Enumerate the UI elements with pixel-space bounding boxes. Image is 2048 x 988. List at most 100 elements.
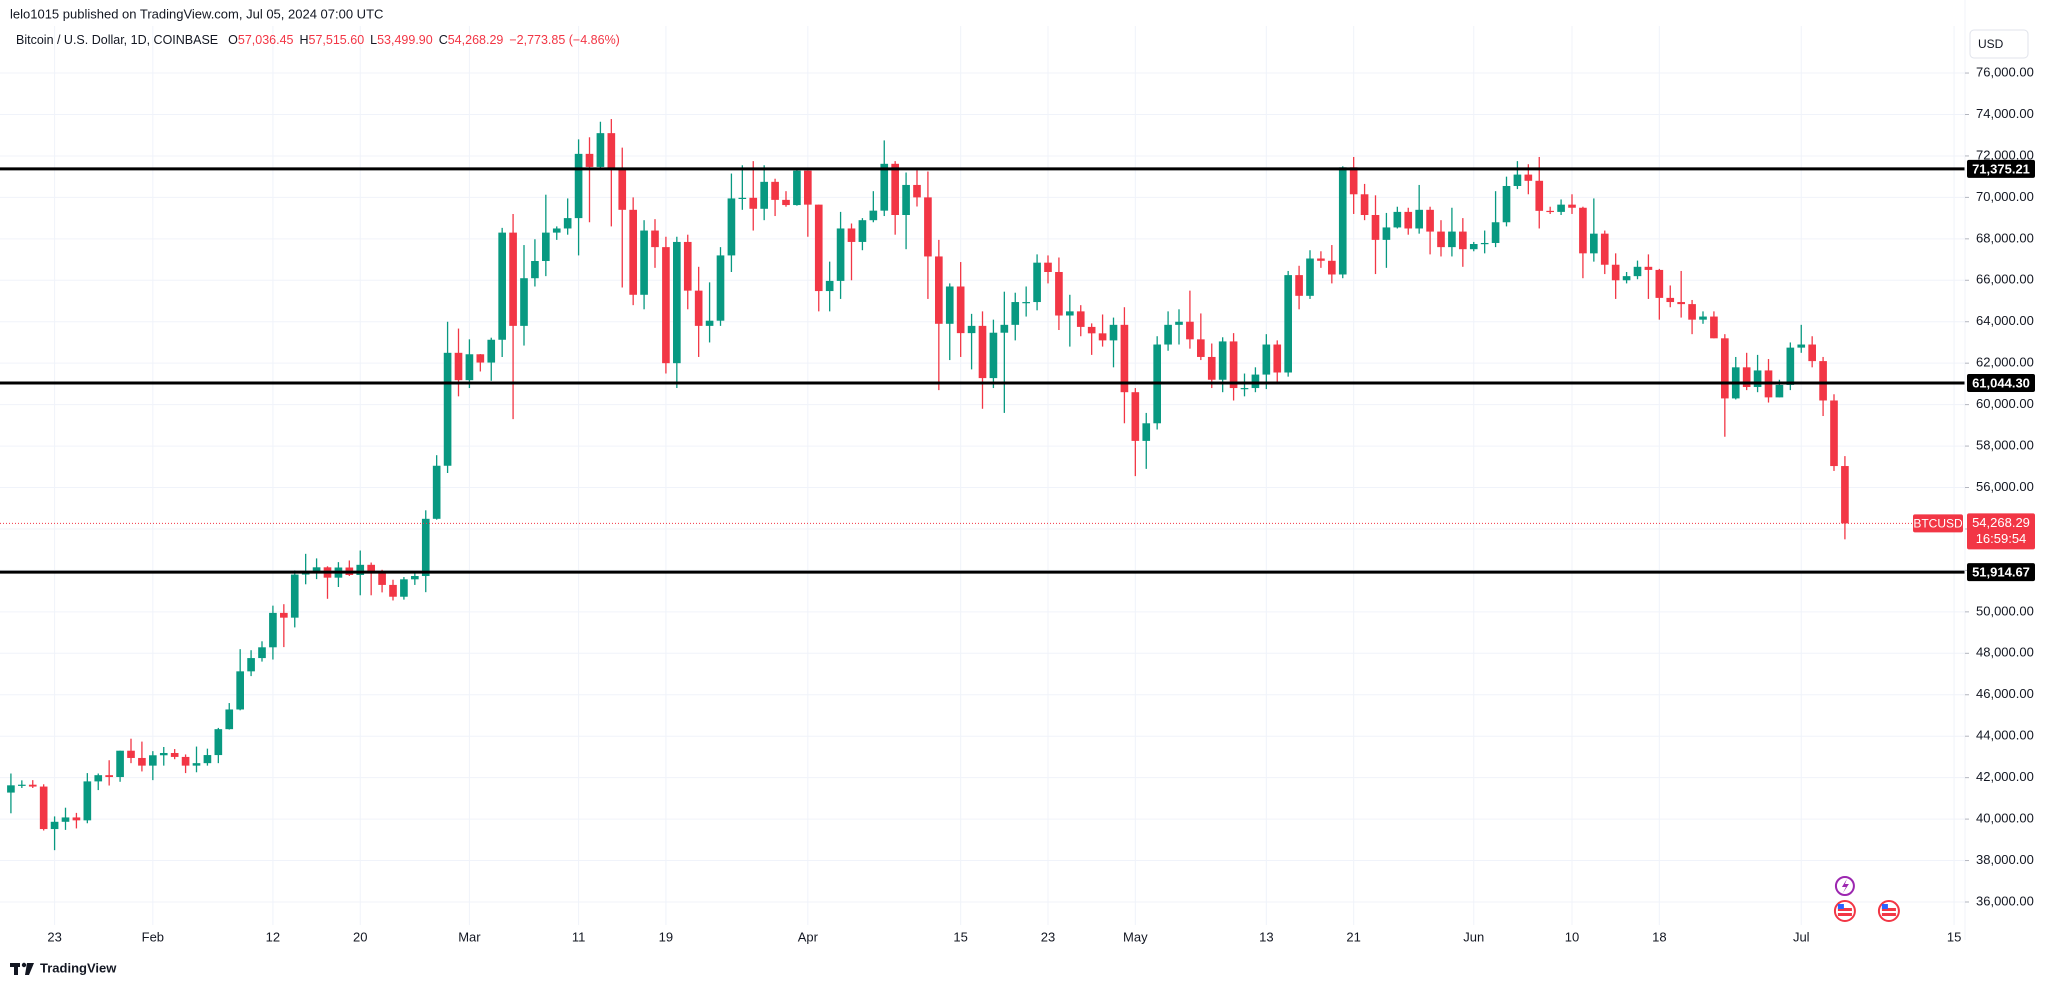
candle-body: [1710, 316, 1718, 339]
candle-body: [935, 256, 943, 324]
candle-body: [1131, 392, 1140, 441]
candle-body: [1753, 370, 1762, 388]
candle-body: [181, 756, 190, 766]
candle-body: [247, 658, 255, 672]
candle-body: [1644, 266, 1653, 270]
candle-body: [443, 352, 452, 466]
candle-body: [1415, 209, 1423, 229]
candle-body: [1590, 233, 1598, 254]
candle-body: [814, 204, 823, 292]
candle-body: [378, 573, 386, 585]
candle-body: [356, 564, 365, 575]
candle-body: [7, 785, 15, 793]
candle-body: [956, 286, 965, 334]
y-tick-label: 50,000.00: [1976, 603, 2034, 618]
candle-body: [1513, 174, 1522, 186]
x-tick-label: 21: [1346, 929, 1360, 944]
candle-body: [138, 757, 146, 766]
candle-body: [1775, 384, 1784, 398]
y-tick-label: 48,000.00: [1976, 645, 2034, 660]
candle-body: [683, 241, 692, 291]
candle-body: [1328, 260, 1336, 275]
x-tick-label: 23: [1041, 929, 1055, 944]
x-tick-label: Jul: [1793, 929, 1810, 944]
candle-body: [989, 332, 998, 379]
candle-body: [389, 584, 397, 597]
candle-body: [236, 671, 244, 710]
legend-title: Bitcoin / U.S. Dollar, 1D, COINBASE: [16, 33, 218, 47]
candle-body: [1480, 242, 1489, 245]
candle-body: [225, 709, 234, 730]
candle-body: [618, 168, 627, 210]
candle-body: [563, 218, 572, 229]
candle-body: [94, 775, 103, 782]
y-tick-label: 38,000.00: [1976, 852, 2034, 867]
candle-body: [574, 153, 583, 219]
currency-button: [1969, 29, 2029, 59]
candle-body: [1164, 324, 1172, 345]
candle-body: [651, 230, 659, 248]
legend-key: L: [370, 33, 377, 47]
candle-body: [1611, 264, 1620, 281]
candle-body: [793, 170, 801, 206]
candle-body: [116, 750, 124, 778]
y-tick-label: 42,000.00: [1976, 769, 2034, 784]
candle-body: [1087, 326, 1096, 334]
x-tick-label: Jun: [1463, 929, 1484, 944]
candle-body: [1066, 311, 1074, 316]
candle-body: [1098, 333, 1107, 341]
candle-body: [1284, 275, 1292, 373]
event-flag-stripe: [1837, 913, 1852, 916]
candle-body: [1251, 374, 1260, 389]
level-label: 51,914.67: [1972, 565, 2030, 580]
candle-body: [432, 465, 441, 519]
candle-body: [945, 286, 954, 324]
candle-body: [673, 241, 681, 364]
x-tick-label: Mar: [458, 929, 481, 944]
candle-body: [498, 232, 506, 340]
candle-body: [1437, 231, 1445, 248]
candle-body: [1109, 324, 1118, 341]
candle-body: [1306, 258, 1314, 296]
candle-body: [1076, 311, 1085, 327]
x-tick-label: 13: [1259, 929, 1273, 944]
candle-body: [411, 576, 419, 580]
candle-body: [531, 261, 539, 279]
candle-body: [50, 821, 59, 830]
candle-body: [640, 230, 648, 295]
candle-body: [1426, 209, 1434, 232]
level-label-box: [1967, 159, 2035, 178]
candle-body: [1721, 338, 1729, 399]
candle-body: [596, 133, 605, 167]
y-tick-label: 74,000.00: [1976, 106, 2034, 121]
x-tick-label: 20: [353, 929, 367, 944]
candle-body: [1240, 388, 1249, 390]
candle-body: [924, 197, 932, 257]
candle-body: [1448, 231, 1456, 248]
candle-body: [61, 817, 70, 822]
candle-body: [836, 228, 845, 281]
candle-body: [705, 320, 714, 326]
candle-body: [1841, 466, 1849, 524]
candle-body: [1633, 266, 1642, 277]
legend-key: C: [439, 33, 448, 47]
candle-body: [869, 210, 878, 221]
candle-body: [170, 752, 179, 757]
candle-body: [1349, 167, 1358, 195]
event-flag-canton: [1881, 904, 1888, 909]
last-price-label: 54,268.29: [1972, 515, 2030, 530]
candle-body: [1524, 174, 1533, 181]
x-tick-label: Apr: [798, 929, 819, 944]
legend: Bitcoin / U.S. Dollar, 1D, COINBASE O57,0…: [16, 33, 620, 47]
candle-body: [1197, 339, 1205, 357]
legend-key: O: [228, 33, 238, 47]
legend-value: 57,036.45: [238, 33, 294, 47]
candle-body: [1338, 167, 1347, 275]
candle-body: [214, 729, 223, 756]
candle-body: [1677, 302, 1685, 305]
candle-body: [127, 750, 135, 758]
candle-body: [1022, 302, 1030, 304]
candle-body: [607, 133, 616, 169]
candle-body: [1557, 204, 1565, 212]
x-tick-label: 12: [266, 929, 280, 944]
